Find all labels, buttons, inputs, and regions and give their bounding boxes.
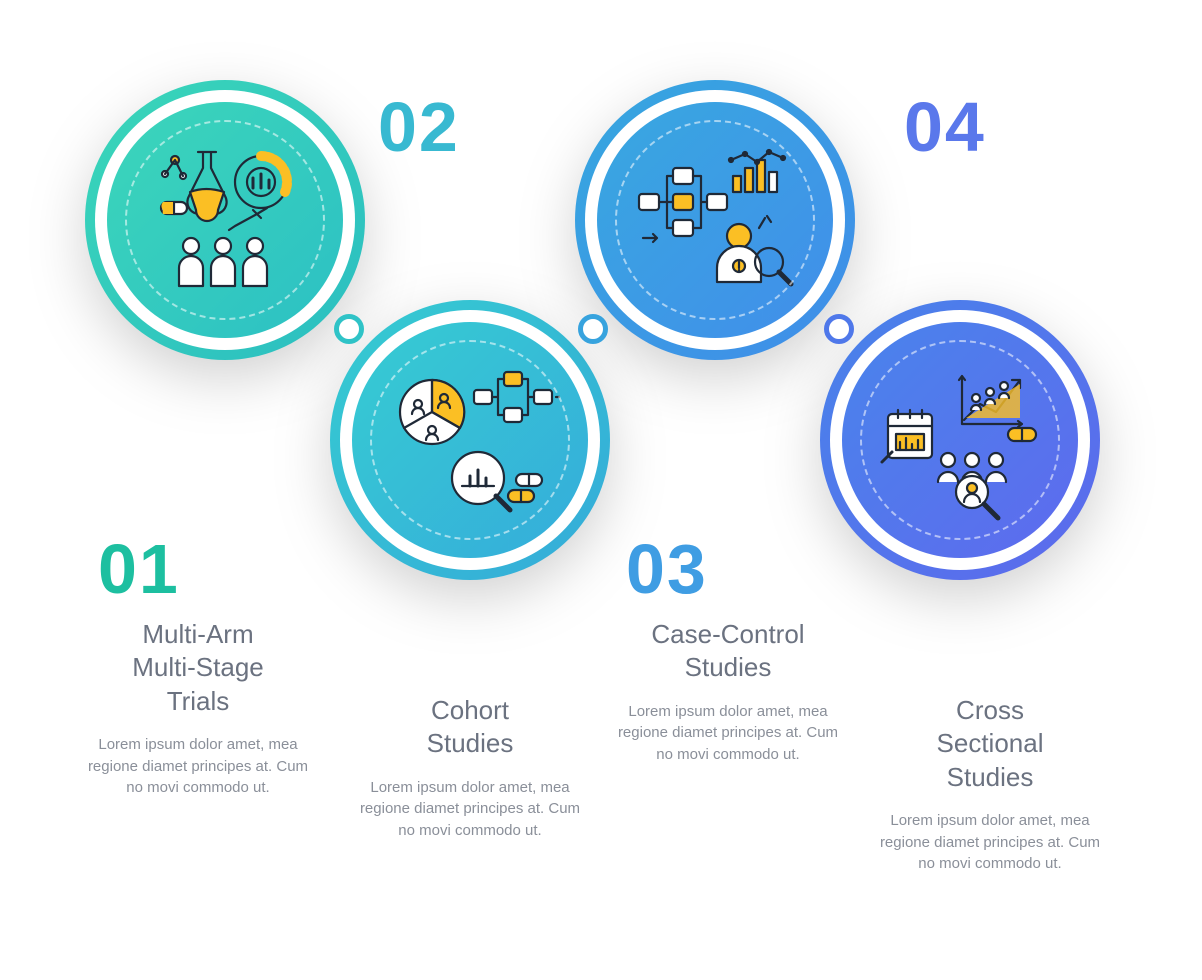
case-control-icon: [625, 130, 805, 310]
step-text-4: Cross Sectional Studies Lorem ipsum dolo…: [870, 694, 1110, 875]
step-body: Lorem ipsum dolor amet, mea regione diam…: [78, 734, 318, 799]
step-text-1: Multi-Arm Multi-Stage Trials Lorem ipsum…: [78, 618, 318, 799]
step-body: Lorem ipsum dolor amet, mea regione diam…: [870, 810, 1110, 875]
step-circle-3: [575, 80, 855, 360]
step-circle-2: [330, 300, 610, 580]
step-text-2: Cohort Studies Lorem ipsum dolor amet, m…: [350, 694, 590, 842]
step-number-2: 02: [378, 92, 460, 162]
step-title: Cohort Studies: [350, 694, 590, 761]
cross-sectional-icon: [870, 350, 1050, 530]
step-body: Lorem ipsum dolor amet, mea regione diam…: [608, 701, 848, 766]
step-circle-4: [820, 300, 1100, 580]
cohort-icon: [380, 350, 560, 530]
step-body: Lorem ipsum dolor amet, mea regione diam…: [350, 777, 590, 842]
step-title: Cross Sectional Studies: [870, 694, 1110, 794]
step-title: Case-Control Studies: [608, 618, 848, 685]
step-circle-1: [85, 80, 365, 360]
step-number-1: 01: [98, 534, 180, 604]
connector-dot: [824, 314, 854, 344]
connector-dot: [334, 314, 364, 344]
trials-icon: [135, 130, 315, 310]
infographic-stage: 01 02 03 04 Multi-Arm Multi-Stage Trials…: [0, 0, 1202, 980]
connector-dot: [578, 314, 608, 344]
step-number-4: 04: [904, 92, 986, 162]
step-number-3: 03: [626, 534, 708, 604]
step-title: Multi-Arm Multi-Stage Trials: [78, 618, 318, 718]
step-text-3: Case-Control Studies Lorem ipsum dolor a…: [608, 618, 848, 766]
